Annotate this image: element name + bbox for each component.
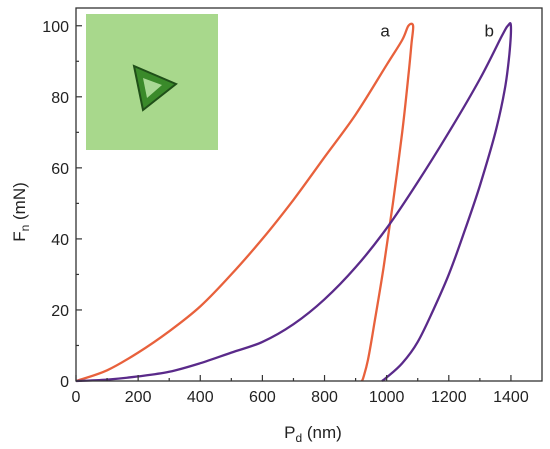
- inset-micrograph: [86, 14, 218, 150]
- axes: [75, 7, 543, 382]
- x-axis-title: Pd (nm): [284, 423, 342, 445]
- x-tick-label: 1200: [431, 389, 467, 406]
- curve-label-a: a: [380, 21, 390, 40]
- curve-label-b: b: [484, 21, 493, 40]
- curves: [75, 22, 513, 383]
- x-tick-label: 1000: [369, 389, 405, 406]
- y-tick-label: 40: [51, 232, 69, 249]
- y-axis-title: Fn (mN): [10, 182, 32, 242]
- x-ticks: 0 200 400 600 800 1000 1200 1400: [72, 375, 529, 406]
- x-tick-label: 600: [249, 389, 276, 406]
- y-ticks: 0 20 40 60 80 100: [42, 19, 82, 391]
- y-tick-label: 20: [51, 303, 69, 320]
- x-tick-label: 200: [125, 389, 152, 406]
- y-tick-label: 100: [42, 19, 69, 36]
- y-tick-label: 80: [51, 90, 69, 107]
- series-line-a: [75, 22, 415, 383]
- x-tick-label: 0: [72, 389, 81, 406]
- y-tick-label: 0: [60, 374, 69, 391]
- series-line-b: [75, 22, 513, 383]
- plot-frame: [75, 7, 543, 382]
- indent-highlight: [143, 78, 162, 98]
- y-tick-label: 60: [51, 161, 69, 178]
- x-tick-label: 1400: [493, 389, 529, 406]
- x-tick-label: 800: [311, 389, 338, 406]
- x-tick-label: 400: [187, 389, 214, 406]
